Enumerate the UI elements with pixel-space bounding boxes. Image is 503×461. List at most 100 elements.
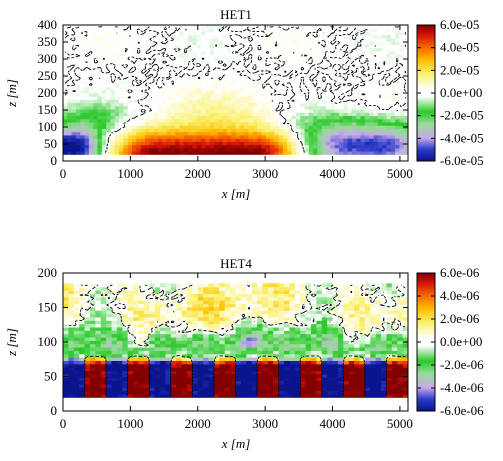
heatmap-cell [351, 115, 357, 120]
heatmap-cell [321, 147, 327, 152]
heatmap-cell [226, 144, 232, 149]
heatmap-cell [179, 60, 185, 65]
heatmap-cell [305, 330, 312, 335]
heatmap-cell [377, 125, 383, 129]
heatmap-cell [219, 343, 226, 348]
heatmap-cell [89, 357, 96, 361]
heatmap-cell [213, 73, 219, 78]
heatmap-cell [97, 44, 103, 49]
colorbar-swatch [417, 61, 435, 63]
heatmap-cell [201, 44, 206, 49]
heatmap-cell [149, 128, 155, 133]
heatmap-cell [144, 102, 150, 107]
heatmap-cell [334, 138, 340, 142]
heatmap-cell [360, 86, 366, 91]
heatmap-cell [278, 121, 284, 126]
heatmap-cell [93, 73, 99, 78]
heatmap-cell [80, 102, 86, 107]
heatmap-cell [364, 31, 370, 36]
heatmap-cell [321, 343, 328, 348]
heatmap-cell [106, 125, 112, 129]
heatmap-cell [356, 96, 362, 100]
heatmap-cell [110, 47, 116, 52]
heatmap-cell [373, 121, 379, 126]
heatmap-cell [205, 50, 211, 55]
heatmap-cell [348, 363, 355, 368]
heatmap-cell [347, 115, 353, 120]
colorbar-swatch [417, 131, 435, 134]
heatmap-cell [84, 92, 90, 97]
heatmap-cell [154, 363, 161, 368]
heatmap-cell [80, 112, 86, 117]
heatmap-cell [304, 31, 310, 36]
heatmap-cell [149, 150, 155, 155]
heatmap-cell [111, 343, 118, 348]
heatmap-cell [71, 115, 77, 120]
heatmap-cell [140, 131, 146, 136]
heatmap-cell [222, 66, 228, 71]
heatmap-cell [321, 363, 328, 368]
heatmap-cell [170, 89, 176, 94]
heatmap-cell [257, 96, 262, 100]
heatmap-cell [71, 34, 77, 39]
heatmap-cell [300, 150, 306, 155]
heatmap-cell [330, 34, 336, 39]
heatmap-cell [132, 150, 137, 155]
y-tick-label: 50 [44, 136, 57, 151]
heatmap-cell [71, 141, 77, 146]
heatmap-cell [179, 37, 185, 42]
heatmap-cell [67, 57, 73, 62]
heatmap-cell [230, 367, 237, 372]
heatmap-cell [110, 121, 116, 126]
heatmap-cell [289, 393, 296, 398]
heatmap-cell [136, 92, 142, 97]
heatmap-cell [326, 70, 331, 75]
heatmap-cell [321, 76, 327, 81]
heatmap-cell [75, 66, 81, 71]
heatmap-cell [231, 41, 237, 45]
heatmap-cell [123, 108, 129, 113]
heatmap-cell [75, 73, 81, 78]
heatmap-cell [278, 141, 284, 146]
heatmap-cell [377, 112, 383, 117]
heatmap-cell [239, 118, 245, 123]
heatmap-cell [114, 125, 120, 129]
heatmap-cell [305, 390, 312, 395]
heatmap-cell [175, 125, 181, 129]
heatmap-cell [192, 353, 199, 358]
heatmap-cell [154, 360, 161, 365]
heatmap-cell [403, 138, 408, 142]
heatmap-cell [316, 370, 323, 375]
heatmap-cell [313, 150, 319, 155]
heatmap-cell [257, 343, 264, 348]
heatmap-cell [218, 70, 224, 75]
colorbar-swatch [417, 156, 435, 159]
heatmap-cell [257, 66, 262, 71]
heatmap-cell [101, 108, 107, 113]
heatmap-cell [123, 34, 129, 39]
heatmap-cell [144, 105, 150, 110]
heatmap-cell [359, 336, 366, 341]
heatmap-cell [270, 54, 275, 58]
heatmap-cell [251, 360, 258, 365]
heatmap-cell [110, 105, 116, 110]
heatmap-cell [343, 393, 350, 398]
heatmap-cell [267, 333, 274, 338]
heatmap-cell [343, 387, 350, 392]
heatmap-cell [140, 54, 146, 58]
heatmap-cell [106, 112, 112, 117]
heatmap-cell [209, 105, 215, 110]
heatmap-cell [397, 323, 404, 328]
heatmap-cell [84, 377, 91, 382]
heatmap-cell [101, 37, 107, 42]
heatmap-cell [224, 346, 231, 351]
heatmap-cell [101, 31, 107, 36]
heatmap-cell [287, 57, 293, 62]
heatmap-cell [334, 150, 340, 155]
heatmap-cell [127, 333, 134, 338]
heatmap-cell [205, 31, 211, 36]
heatmap-cell [354, 370, 361, 375]
heatmap-cell [343, 380, 350, 385]
heatmap-cell [226, 105, 232, 110]
heatmap-cell [219, 377, 226, 382]
